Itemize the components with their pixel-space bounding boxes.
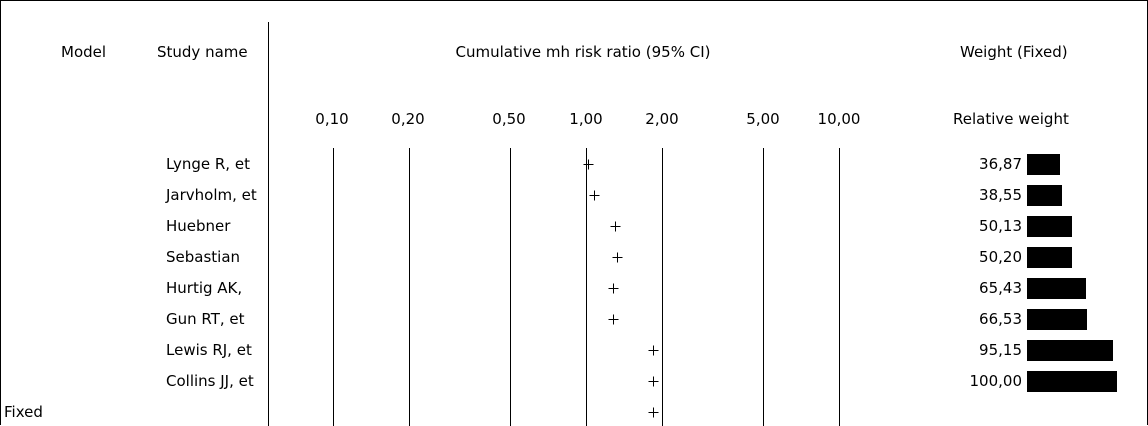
study-name: Lynge R, et: [166, 155, 250, 173]
weight-bar: [1027, 278, 1086, 299]
tick-label-0-20: 0,20: [391, 110, 425, 128]
weight-header: Weight (Fixed): [960, 43, 1068, 61]
study-point-marker: [608, 314, 619, 325]
study-name: Hurtig AK,: [166, 279, 243, 297]
study-name-header: Study name: [157, 43, 248, 61]
weight-bar: [1027, 154, 1060, 175]
study-point-marker: [610, 221, 621, 232]
weight-bar: [1027, 216, 1072, 237]
weight-value: 38,55: [979, 186, 1022, 204]
study-name: Sebastian: [166, 248, 241, 266]
weight-value: 36,87: [979, 155, 1022, 173]
weight-value: 95,15: [979, 341, 1022, 359]
summary-point-marker: [648, 407, 659, 418]
study-point-marker: [648, 345, 659, 356]
study-point-marker: [612, 252, 623, 263]
study-point-marker: [589, 190, 600, 201]
weight-value: 65,43: [979, 279, 1022, 297]
relative-weight-header: Relative weight: [953, 110, 1069, 128]
summary-model-label: Fixed: [4, 403, 43, 421]
tick-label-1-00: 1,00: [569, 110, 603, 128]
study-name: Jarvholm, et: [166, 186, 257, 204]
study-name: Collins JJ, et: [166, 372, 254, 390]
model-header: Model: [61, 43, 107, 61]
effect-header: Cumulative mh risk ratio (95% CI): [455, 43, 711, 61]
study-name: Lewis RJ, et: [166, 341, 252, 359]
weight-bar: [1027, 309, 1087, 330]
tick-label-10-00: 10,00: [817, 110, 861, 128]
tick-label-0-10: 0,10: [315, 110, 349, 128]
study-name: Huebner: [166, 217, 231, 235]
weight-bar: [1027, 371, 1117, 392]
study-point-marker: [608, 283, 619, 294]
study-name: Gun RT, et: [166, 310, 245, 328]
study-point-marker: [583, 159, 594, 170]
weight-value: 100,00: [969, 372, 1023, 390]
weight-value: 66,53: [979, 310, 1022, 328]
tick-label-5-00: 5,00: [746, 110, 780, 128]
tick-label-0-50: 0,50: [492, 110, 526, 128]
tick-label-2-00: 2,00: [645, 110, 679, 128]
weight-bar: [1027, 185, 1062, 206]
weight-value: 50,13: [979, 217, 1022, 235]
study-point-marker: [648, 376, 659, 387]
weight-value: 50,20: [979, 248, 1022, 266]
weight-bar: [1027, 340, 1113, 361]
weight-bar: [1027, 247, 1072, 268]
